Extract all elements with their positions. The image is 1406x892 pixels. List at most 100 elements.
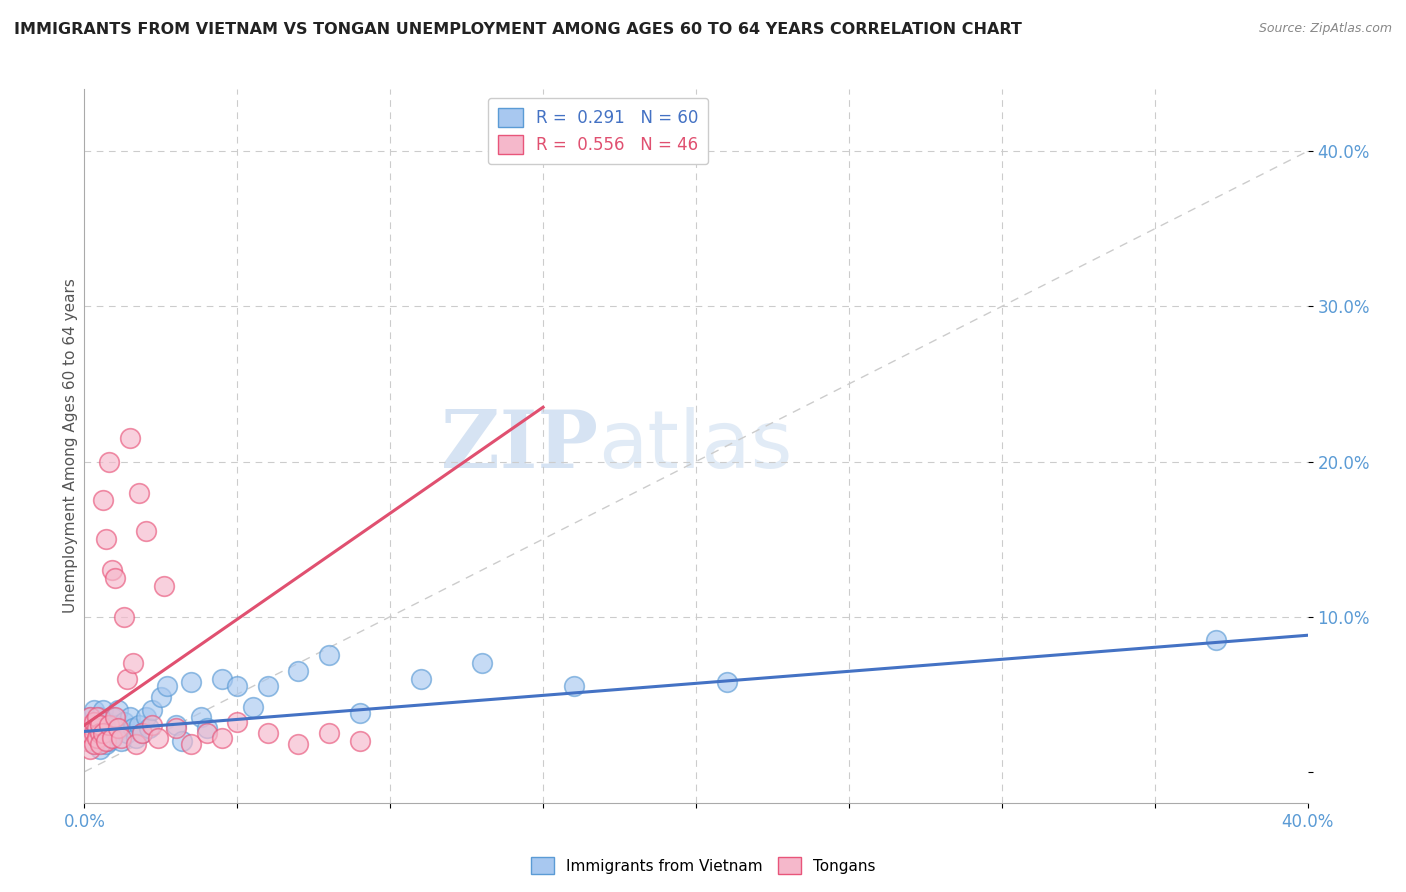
Point — [79, 718, 101, 732]
Point — [83, 715, 105, 730]
Point — [83, 726, 105, 740]
Point — [89, 726, 111, 740]
Point — [83, 703, 105, 717]
Point — [76, 726, 98, 740]
Point — [101, 731, 124, 745]
Text: IMMIGRANTS FROM VIETNAM VS TONGAN UNEMPLOYMENT AMONG AGES 60 TO 64 YEARS CORRELA: IMMIGRANTS FROM VIETNAM VS TONGAN UNEMPL… — [14, 22, 1022, 37]
Point — [131, 726, 153, 740]
Legend: R =  0.291   N = 60, R =  0.556   N = 46: R = 0.291 N = 60, R = 0.556 N = 46 — [488, 97, 709, 164]
Point — [104, 571, 127, 585]
Point — [242, 699, 264, 714]
Point — [86, 722, 108, 736]
Point — [79, 741, 101, 756]
Point — [172, 733, 194, 747]
Point — [149, 690, 172, 705]
Point — [79, 722, 101, 736]
Point — [97, 454, 120, 468]
Point — [101, 731, 124, 745]
Point — [122, 656, 145, 670]
Point — [83, 715, 105, 730]
Point — [86, 710, 108, 724]
Point — [141, 718, 163, 732]
Point — [107, 722, 129, 736]
Point — [94, 726, 117, 740]
Point — [101, 710, 124, 724]
Legend: Immigrants from Vietnam, Tongans: Immigrants from Vietnam, Tongans — [524, 851, 882, 880]
Point — [153, 579, 176, 593]
Point — [128, 485, 150, 500]
Point — [83, 726, 105, 740]
Point — [91, 718, 114, 732]
Point — [89, 733, 111, 747]
Point — [86, 718, 108, 732]
Point — [115, 726, 138, 740]
Point — [257, 680, 280, 694]
Text: atlas: atlas — [598, 407, 793, 485]
Point — [195, 726, 218, 740]
Point — [1205, 632, 1227, 647]
Point — [101, 563, 124, 577]
Point — [79, 710, 101, 724]
Point — [110, 733, 132, 747]
Point — [97, 733, 120, 747]
Point — [409, 672, 432, 686]
Point — [226, 715, 249, 730]
Point — [76, 718, 98, 732]
Point — [89, 737, 111, 751]
Point — [190, 710, 212, 724]
Point — [104, 718, 127, 732]
Point — [716, 674, 738, 689]
Point — [135, 710, 157, 724]
Text: Source: ZipAtlas.com: Source: ZipAtlas.com — [1258, 22, 1392, 36]
Point — [128, 718, 150, 732]
Point — [112, 715, 135, 730]
Point — [97, 722, 120, 736]
Point — [91, 703, 114, 717]
Point — [211, 731, 233, 745]
Point — [146, 731, 169, 745]
Point — [349, 706, 371, 720]
Point — [180, 737, 202, 751]
Point — [131, 726, 153, 740]
Point — [79, 710, 101, 724]
Point — [89, 726, 111, 740]
Point — [76, 733, 98, 747]
Point — [91, 726, 114, 740]
Point — [104, 726, 127, 740]
Point — [112, 609, 135, 624]
Point — [226, 680, 249, 694]
Point — [91, 731, 114, 745]
Point — [97, 718, 120, 732]
Point — [89, 741, 111, 756]
Point — [349, 733, 371, 747]
Point — [89, 710, 111, 724]
Point — [94, 532, 117, 546]
Point — [141, 703, 163, 717]
Point — [83, 737, 105, 751]
Point — [94, 733, 117, 747]
Point — [94, 715, 117, 730]
Point — [135, 524, 157, 539]
Point — [125, 737, 148, 751]
Point — [562, 680, 585, 694]
Point — [86, 731, 108, 745]
Point — [125, 731, 148, 745]
Y-axis label: Unemployment Among Ages 60 to 64 years: Unemployment Among Ages 60 to 64 years — [63, 278, 77, 614]
Point — [471, 656, 494, 670]
Point — [120, 431, 142, 445]
Point — [165, 718, 187, 732]
Point — [165, 722, 187, 736]
Point — [257, 726, 280, 740]
Point — [110, 722, 132, 736]
Point — [94, 737, 117, 751]
Point — [115, 672, 138, 686]
Point — [86, 722, 108, 736]
Point — [287, 737, 309, 751]
Point — [76, 726, 98, 740]
Point — [180, 674, 202, 689]
Point — [318, 726, 340, 740]
Point — [104, 710, 127, 724]
Point — [86, 731, 108, 745]
Point — [79, 733, 101, 747]
Point — [156, 680, 179, 694]
